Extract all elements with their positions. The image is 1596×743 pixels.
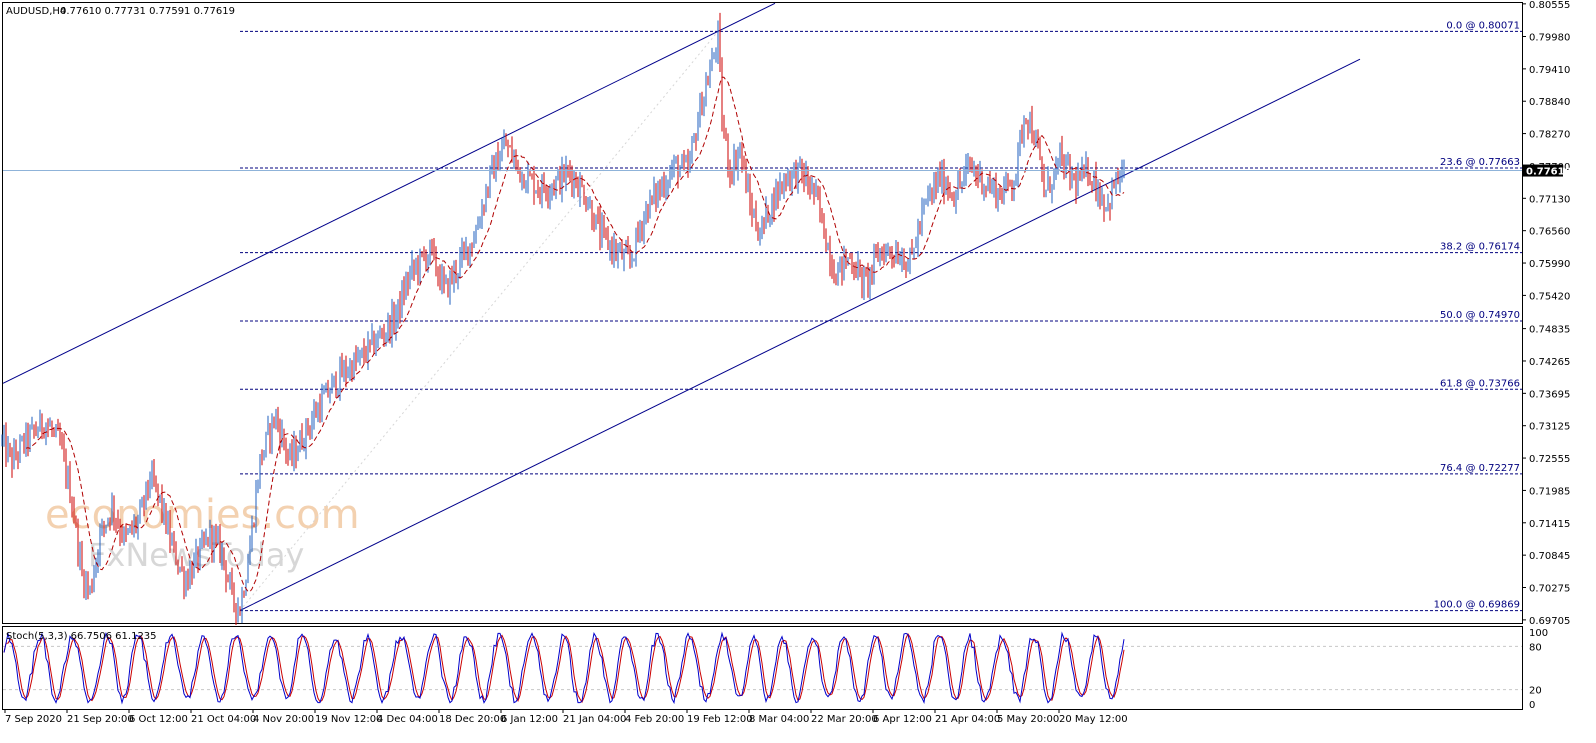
time-tick-label: 20 May 12:00 — [1059, 714, 1128, 725]
channel-lower-line — [239, 58, 1361, 611]
ma-line — [25, 76, 1125, 593]
trend-channel — [2, 2, 1361, 611]
time-tick-label: 6 Jan 12:00 — [501, 714, 558, 725]
price-tick-label: 0.70275 — [1529, 584, 1570, 595]
time-tick-label: 8 Mar 04:00 — [749, 714, 809, 725]
price-tick-label: 0.75990 — [1529, 259, 1570, 270]
header-ohlc: 0.77610 0.77731 0.77591 0.77619 — [60, 6, 235, 17]
fib-trend-line — [239, 31, 719, 611]
channel-upper-line — [2, 2, 776, 384]
price-tick-label: 0.79410 — [1529, 65, 1570, 76]
time-tick-label: 19 Feb 12:00 — [687, 714, 753, 725]
time-tick-label: 18 Dec 20:00 — [439, 714, 506, 725]
time-tick-label: 6 Oct 12:00 — [129, 714, 188, 725]
header-symbol: AUDUSD,H4 — [6, 6, 66, 17]
time-tick-label: 21 Jan 04:00 — [563, 714, 626, 725]
time-tick-label: 21 Apr 04:00 — [935, 714, 1000, 725]
price-tick-label: 0.77130 — [1529, 194, 1570, 205]
time-tick-label: 4 Nov 20:00 — [253, 714, 314, 725]
time-tick-label: 6 Apr 12:00 — [873, 714, 932, 725]
time-tick-label: 4 Dec 04:00 — [377, 714, 438, 725]
time-tick-label: 19 Nov 12:00 — [315, 714, 382, 725]
time-axis: 7 Sep 2020 21 Sep 20:006 Oct 12:00 21 Oct … — [4, 710, 1128, 725]
price-axis: 0.805550.799800.794100.788400.782700.777… — [1522, 0, 1570, 627]
stoch-tick-label: 0 — [1529, 700, 1535, 711]
stoch-tick-label: 80 — [1529, 642, 1542, 653]
price-tick-label: 0.74265 — [1529, 357, 1570, 368]
price-tick-label: 0.69705 — [1529, 616, 1570, 627]
moving-average — [25, 76, 1125, 593]
current-price-label: 0.77619 — [1526, 167, 1572, 178]
fib-level-label: 0.0 @ 0.80071 — [1446, 20, 1520, 31]
fib-level-label: 76.4 @ 0.72277 — [1440, 463, 1520, 474]
price-tick-label: 0.73695 — [1529, 389, 1570, 400]
time-tick-label: 21 Sep 20:00 — [67, 714, 134, 725]
price-tick-label: 0.78840 — [1529, 97, 1570, 108]
price-tick-label: 0.72555 — [1529, 454, 1570, 465]
price-tick-label: 0.75420 — [1529, 291, 1570, 302]
price-tick-label: 0.74835 — [1529, 325, 1570, 336]
time-tick-label: 4 Feb 20:00 — [625, 714, 684, 725]
time-tick-label: 22 Mar 20:00 — [811, 714, 878, 725]
fib-level-label: 100.0 @ 0.69869 — [1434, 600, 1520, 611]
stoch-main-line — [3, 631, 1125, 705]
fibonacci-levels: 0.0 @ 0.80071 23.6 @ 0.77663 38.2 @ 0.7617… — [239, 20, 1522, 612]
price-tick-label: 0.79980 — [1529, 32, 1570, 43]
candles — [1, 12, 1125, 625]
time-tick-label: 7 Sep 2020 — [5, 714, 62, 725]
fib-level-label: 38.2 @ 0.76174 — [1440, 242, 1520, 253]
current-price-tag: 0.77619 — [1523, 164, 1572, 178]
price-tick-label: 0.71415 — [1529, 519, 1570, 530]
price-tick-label: 0.73125 — [1529, 422, 1570, 433]
price-tick-label: 0.78270 — [1529, 130, 1570, 141]
stoch-tick-label: 20 — [1529, 686, 1542, 697]
stoch-tick-label: 100 — [1529, 628, 1548, 639]
fib-level-label: 23.6 @ 0.77663 — [1440, 157, 1520, 168]
stochastic-oscillator: 100 80 20 0 — [3, 628, 1548, 711]
fib-level-label: 61.8 @ 0.73766 — [1440, 378, 1520, 389]
time-tick-label: 21 Oct 04:00 — [191, 714, 256, 725]
price-tick-label: 0.76560 — [1529, 227, 1570, 238]
fib-level-label: 50.0 @ 0.74970 — [1440, 310, 1520, 321]
price-tick-label: 0.70845 — [1529, 551, 1570, 562]
time-tick-label: 5 May 20:00 — [997, 714, 1059, 725]
price-tick-label: 0.80555 — [1529, 0, 1570, 11]
price-tick-label: 0.71985 — [1529, 486, 1570, 497]
stoch-label: Stoch(5,3,3) 66.7506 61.1235 — [6, 631, 157, 642]
